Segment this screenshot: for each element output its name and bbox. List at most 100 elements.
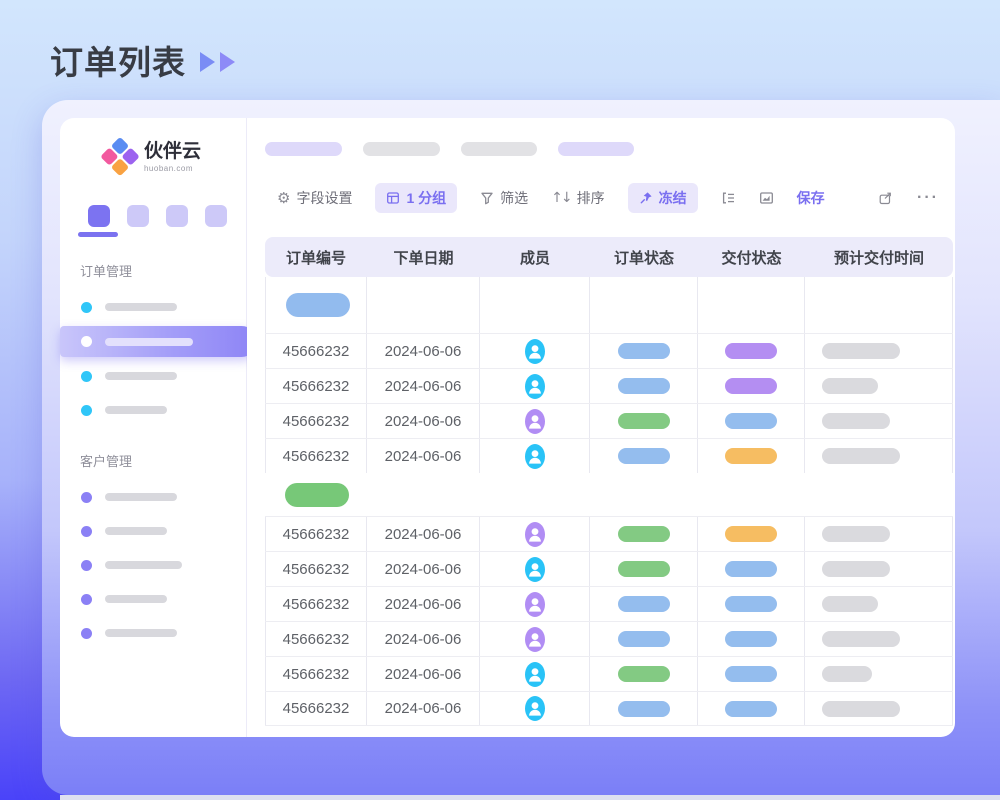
order-status-pill: [617, 448, 670, 464]
delivery-status-pill: [725, 413, 777, 429]
sidebar-item[interactable]: [60, 618, 246, 648]
table-row[interactable]: 45666232 2024-06-06: [265, 621, 953, 656]
eta-cell: [805, 552, 953, 586]
sidebar-tab[interactable]: [166, 205, 188, 227]
table-row[interactable]: 45666232 2024-06-06: [265, 403, 953, 438]
delivery-status-pill: [725, 343, 777, 359]
group-header-row[interactable]: [265, 277, 953, 333]
sidebar-item[interactable]: [60, 550, 246, 580]
order-number-cell: 45666232: [265, 657, 367, 691]
order-status-pill: [617, 413, 670, 429]
column-header[interactable]: 下单日期: [393, 249, 454, 267]
member-avatar-icon: [524, 661, 545, 687]
delivery-status-cell: [698, 587, 805, 621]
group-pill: [286, 293, 350, 317]
table-row[interactable]: 45666232 2024-06-06: [265, 551, 953, 586]
order-status-cell: [590, 369, 698, 403]
save-button[interactable]: 保存: [797, 188, 825, 208]
eta-placeholder: [822, 561, 890, 577]
column-header[interactable]: 交付状态: [721, 249, 782, 267]
sidebar-item[interactable]: [60, 482, 246, 512]
order-status-cell: [590, 439, 698, 473]
member-cell: [480, 334, 590, 368]
table-row[interactable]: 45666232 2024-06-06: [265, 516, 953, 551]
column-header[interactable]: 成员: [519, 249, 550, 267]
member-avatar-icon: [524, 591, 545, 617]
item-dot-icon: [81, 525, 92, 537]
eta-cell: [805, 369, 953, 403]
sidebar-tab[interactable]: [205, 205, 227, 227]
sidebar-item[interactable]: [60, 292, 246, 322]
row-height-button[interactable]: [721, 191, 736, 205]
more-button[interactable]: ···: [917, 189, 939, 206]
filter-button[interactable]: 筛选: [480, 188, 528, 208]
bottom-strip: [60, 795, 1000, 800]
column-header[interactable]: 订单状态: [613, 249, 674, 267]
member-avatar-icon: [524, 338, 545, 364]
item-label-placeholder: [105, 629, 177, 637]
order-status-pill: [617, 343, 670, 359]
group-icon: [387, 192, 400, 204]
view-tab-placeholder[interactable]: [558, 142, 634, 156]
view-tab-placeholder[interactable]: [265, 142, 342, 156]
order-status-pill: [617, 666, 670, 682]
group-pill: [285, 482, 349, 507]
table-row[interactable]: 45666232 2024-06-06: [265, 333, 953, 368]
order-number-cell: 45666232: [265, 622, 367, 656]
delivery-status-pill: [725, 378, 777, 394]
member-cell: [480, 587, 590, 621]
table-row[interactable]: 45666232 2024-06-06: [265, 368, 953, 403]
item-dot-icon: [81, 559, 92, 571]
sort-button[interactable]: ↑↓ 排序: [551, 188, 604, 208]
group-button[interactable]: 1 分组: [375, 183, 458, 213]
member-avatar-icon: [524, 443, 545, 469]
order-status-cell: [590, 334, 698, 368]
delivery-status-pill: [725, 666, 777, 682]
member-avatar-icon: [524, 373, 545, 399]
sidebar-section-label: 客户管理: [80, 454, 133, 469]
sidebar-item-active[interactable]: [60, 326, 257, 357]
table-row[interactable]: 45666232 2024-06-06: [265, 438, 953, 473]
delivery-status-cell: [698, 657, 805, 691]
sidebar: 伙伴云 huoban.com 订单管理 客户管理: [60, 118, 257, 737]
field-settings-label: 字段设置: [296, 190, 353, 206]
page-header: 订单列表: [50, 36, 235, 84]
order-date-cell: 2024-06-06: [367, 552, 480, 586]
save-label: 保存: [796, 190, 825, 206]
group-header-row[interactable]: [265, 473, 953, 516]
column-header[interactable]: 订单编号: [285, 249, 346, 267]
filter-label: 筛选: [500, 190, 529, 206]
eta-placeholder: [822, 448, 900, 464]
share-button[interactable]: [878, 191, 894, 206]
item-dot-icon: [81, 404, 92, 416]
order-date-cell: 2024-06-06: [367, 587, 480, 621]
delivery-status-cell: [698, 334, 805, 368]
member-cell: [480, 517, 590, 551]
filter-icon: [481, 192, 493, 205]
member-avatar-icon: [524, 556, 545, 582]
view-tab-placeholder[interactable]: [363, 142, 440, 156]
table-row[interactable]: 45666232 2024-06-06: [265, 586, 953, 621]
delivery-status-cell: [698, 404, 805, 438]
sidebar-item[interactable]: [60, 584, 246, 614]
chart-button[interactable]: [759, 191, 774, 205]
freeze-button[interactable]: 冻结: [627, 183, 698, 213]
table-row[interactable]: 45666232 2024-06-06: [265, 691, 953, 726]
order-date-cell: 2024-06-06: [367, 439, 480, 473]
view-tab-placeholder[interactable]: [461, 142, 537, 156]
column-header[interactable]: 预计交付时间: [833, 249, 924, 267]
field-settings-button[interactable]: ⚙ 字段设置: [277, 188, 352, 208]
page-title: 订单列表: [50, 44, 186, 81]
sidebar-item[interactable]: [60, 516, 246, 546]
order-status-cell: [590, 622, 698, 656]
member-cell: [480, 404, 590, 438]
order-status-cell: [590, 404, 698, 438]
order-status-pill: [617, 526, 670, 542]
sidebar-item[interactable]: [60, 395, 246, 425]
sidebar-tab[interactable]: [127, 205, 149, 227]
sidebar-item[interactable]: [60, 361, 246, 391]
table-row[interactable]: 45666232 2024-06-06: [265, 656, 953, 691]
eta-cell: [805, 439, 953, 473]
sidebar-tab-active[interactable]: [88, 205, 110, 227]
